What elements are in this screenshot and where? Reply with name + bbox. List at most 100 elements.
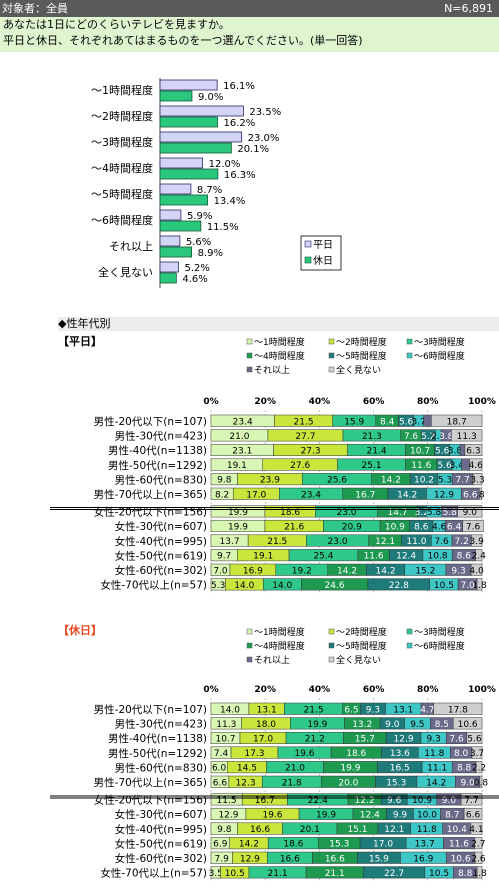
holiday-segment-label: 9.8 xyxy=(217,825,232,835)
weekday-tick-label: 80% xyxy=(417,397,439,407)
weekday-segment-label: 8.6 xyxy=(414,523,429,533)
question-line-2: 平日と休日、それぞれあてはまるものを一つ選んでください。(単一回答) xyxy=(3,34,363,47)
holiday-segment-label: 8.8 xyxy=(458,869,473,879)
weekday-legend-swatch xyxy=(246,338,253,345)
holiday-segment-label: 10.7 xyxy=(215,735,235,745)
holiday-segment-label: 19.9 xyxy=(307,720,327,730)
holiday-segment-label: 18.6 xyxy=(283,840,303,850)
weekday-segment xyxy=(469,458,483,471)
weekday-legend-swatch xyxy=(246,366,253,373)
weekday-segment-label: 9.3 xyxy=(451,566,465,576)
weekday-segment-label: 21.6 xyxy=(284,523,304,533)
holiday-segment-label: 17.8 xyxy=(448,705,468,715)
weekday-segment-label: 11.6 xyxy=(364,552,384,562)
holiday-segment-label: 22.7 xyxy=(384,869,404,879)
weekday-segment-label: 5.6 xyxy=(399,417,414,427)
holiday-segment xyxy=(453,717,483,730)
weekday-segment-label: 14.2 xyxy=(337,566,357,576)
overall-bar-holiday xyxy=(159,168,219,180)
holiday-segment-label: 18.6 xyxy=(346,749,366,759)
weekday-segment-label: 6.3 xyxy=(466,447,480,457)
holiday-segment-label: 10.5 xyxy=(225,869,245,879)
weekday-segment-label: 2.4 xyxy=(472,552,487,562)
overall-bar-holiday xyxy=(159,142,232,154)
weekday-segment-label: 7.6 xyxy=(434,537,449,547)
holiday-segment-label: 21.1 xyxy=(325,869,345,879)
holiday-segment xyxy=(476,866,483,879)
holiday-tick-label: 20% xyxy=(254,685,276,695)
holiday-row-label: 女性-50代(n=619) xyxy=(115,837,207,850)
holiday-segment-label: 9.6 xyxy=(387,796,402,806)
overall-value-label-holiday: 9.0% xyxy=(198,92,223,103)
weekday-segment-label: 8.6 xyxy=(457,552,472,562)
weekday-tick-label: 0% xyxy=(203,397,218,407)
holiday-segment xyxy=(471,746,483,759)
overall-bar-weekday xyxy=(159,157,203,169)
weekday-segment xyxy=(475,549,483,562)
holiday-legend-swatch xyxy=(246,656,253,663)
weekday-row-label: 男性-50代(n=1292) xyxy=(108,459,207,472)
holiday-segment-label: 15.3 xyxy=(329,840,349,850)
weekday-segment-label: 15.2 xyxy=(415,566,435,576)
holiday-segment-label: 19.9 xyxy=(316,811,336,821)
header-bar: 対象者：全員 N=6,891 xyxy=(0,0,499,17)
overall-value-label-holiday: 13.4% xyxy=(214,196,246,207)
weekday-segment-label: 5.6 xyxy=(435,447,450,457)
holiday-segment-label: 10.6 xyxy=(458,720,478,730)
weekday-segment xyxy=(479,487,482,500)
holiday-row-label: 女性-60代(n=302) xyxy=(115,852,207,865)
weekday-segment xyxy=(472,473,483,486)
question-line-1: あなたは1日にどのくらいテレビを見ますか。 xyxy=(3,18,230,31)
weekday-legend-label: それ以上 xyxy=(254,365,290,376)
weekday-segment-label: 3.4 xyxy=(450,461,465,471)
holiday-legend-swatch xyxy=(406,642,413,649)
overall-bar-holiday xyxy=(159,90,193,102)
weekday-segment-label: 23.0 xyxy=(328,537,348,547)
weekday-segment xyxy=(470,563,483,576)
holiday-segment-label: 10.6 xyxy=(451,854,471,864)
holiday-segment-label: 6.9 xyxy=(213,840,228,850)
holiday-row-label: 男性-60代(n=830) xyxy=(115,761,207,774)
holiday-segment-label: 7.7 xyxy=(464,796,478,806)
holiday-segment-label: 9.0 xyxy=(385,720,400,730)
holiday-segment xyxy=(460,793,483,806)
holiday-segment-label: 20.1 xyxy=(300,825,320,835)
weekday-row-label: 女性-40代(n=995) xyxy=(115,535,207,548)
weekday-segment-label: 19.9 xyxy=(228,508,248,518)
weekday-row-label: 女性-70代以上(n=57) xyxy=(100,579,207,592)
holiday-segment-label: 21.1 xyxy=(268,869,288,879)
holiday-segment-label: 19.6 xyxy=(294,749,314,759)
holiday-segment-label: 12.1 xyxy=(384,825,404,835)
weekday-segment xyxy=(459,443,466,456)
holiday-segment-label: 1.8 xyxy=(472,869,487,879)
weekday-tick-label: 40% xyxy=(309,397,331,407)
weekday-segment xyxy=(464,443,483,456)
holiday-segment-label: 11.6 xyxy=(449,840,469,850)
holiday-segment-label: 15.7 xyxy=(355,735,375,745)
weekday-segment-label: 14.2 xyxy=(376,566,396,576)
overall-value-label-weekday: 16.1% xyxy=(223,81,255,92)
holiday-segment-label: 13.2 xyxy=(352,720,372,730)
weekday-segment-label: 27.3 xyxy=(301,447,321,457)
weekday-row-label: 男性-70代以上(n=365) xyxy=(94,488,207,501)
holiday-segment-label: 8.8 xyxy=(457,764,472,774)
weekday-segment-label: 11.6 xyxy=(411,461,431,471)
overall-bar-weekday xyxy=(159,209,182,221)
weekday-segment-label: 27.6 xyxy=(290,461,310,471)
holiday-legend-label: ～3時間程度 xyxy=(414,626,465,638)
holiday-segment-label: 21.0 xyxy=(285,764,305,774)
weekday-segment-label: 14.0 xyxy=(234,581,254,591)
holiday-segment-label: 4.1 xyxy=(469,825,483,835)
holiday-segment-label: 16.6 xyxy=(325,854,345,864)
holiday-segment-label: 12.3 xyxy=(236,778,256,788)
weekday-segment-label: 7.7 xyxy=(455,476,469,486)
holiday-segment-label: 12.9 xyxy=(240,854,260,864)
overall-category-label: ～5時間程度 xyxy=(91,187,153,201)
weekday-segment-label: 13.7 xyxy=(220,537,240,547)
section-title: ◆性年代別 xyxy=(58,317,499,331)
weekday-segment-label: 3.9 xyxy=(470,537,485,547)
holiday-segment-label: 4.7 xyxy=(420,705,434,715)
holiday-row-label: 女性-70代以上(n=57) xyxy=(100,867,207,880)
weekday-segment xyxy=(476,578,483,591)
